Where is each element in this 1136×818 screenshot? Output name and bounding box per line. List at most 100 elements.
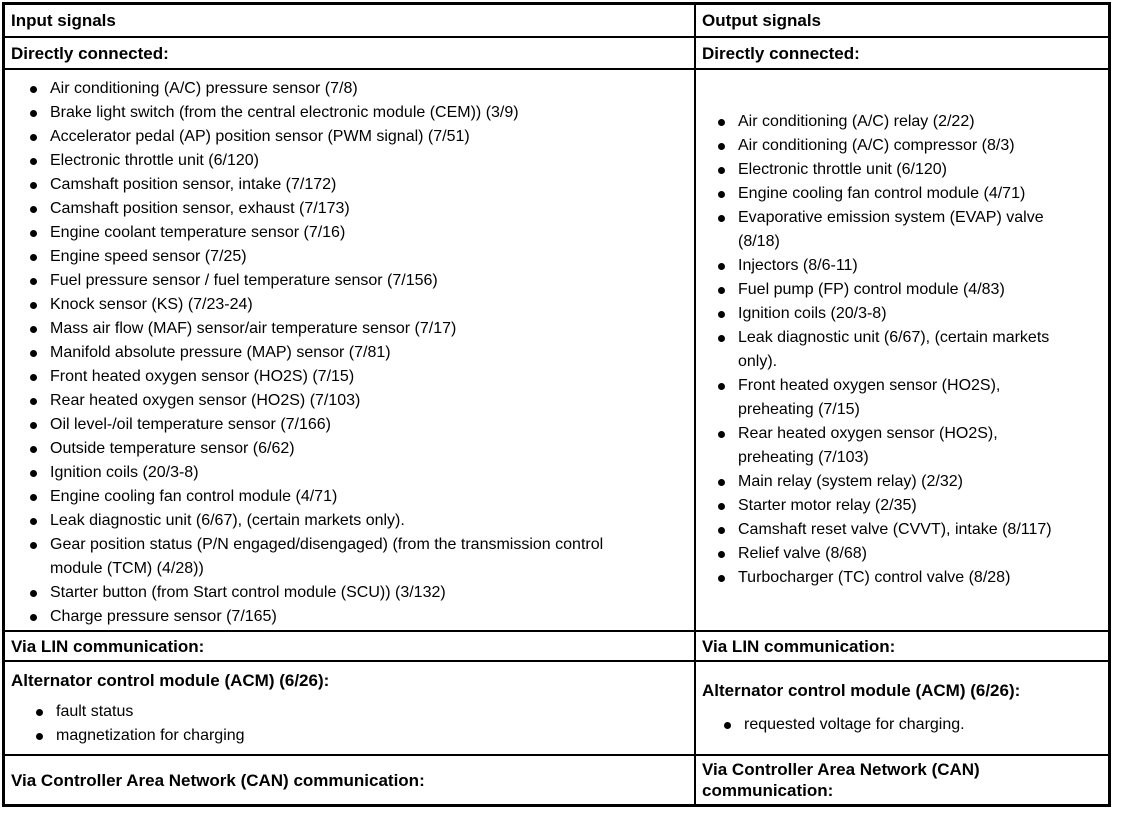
list-item: Injectors (8/6-11) bbox=[718, 254, 1068, 278]
list-item-label: Relief valve (8/68) bbox=[738, 545, 867, 562]
list-item-label: Injectors (8/6-11) bbox=[738, 257, 858, 274]
list-item: Rear heated oxygen sensor (HO2S), prehea… bbox=[718, 422, 1068, 470]
list-item: Camshaft position sensor, exhaust (7/173… bbox=[30, 197, 628, 221]
list-item: Charge pressure sensor (7/165) bbox=[30, 605, 628, 629]
list-item-label: Brake light switch (from the central ele… bbox=[50, 104, 519, 121]
list-item-label: Outside temperature sensor (6/62) bbox=[50, 440, 295, 457]
input-via-lin-cell: Via LIN communication: bbox=[5, 632, 696, 662]
list-item-label: fault status bbox=[56, 703, 134, 720]
list-item-label: Camshaft reset valve (CVVT), intake (8/1… bbox=[738, 521, 1052, 538]
list-item: Starter motor relay (2/35) bbox=[718, 494, 1068, 518]
bullet-icon bbox=[718, 167, 725, 174]
list-item: Ignition coils (20/3-8) bbox=[30, 461, 628, 485]
input-directly-connected-list-cell: Air conditioning (A/C) pressure sensor (… bbox=[5, 70, 696, 632]
list-item: Electronic throttle unit (6/120) bbox=[30, 149, 628, 173]
bullet-icon bbox=[30, 614, 37, 621]
output-directly-connected-list-cell: Air conditioning (A/C) relay (2/22) Air c… bbox=[696, 70, 1108, 632]
list-item: Leak diagnostic unit (6/67), (certain ma… bbox=[30, 509, 628, 533]
bullet-icon bbox=[30, 110, 37, 117]
list-item-label: Evaporative emission system (EVAP) valve… bbox=[738, 209, 1044, 250]
list-item-label: Front heated oxygen sensor (HO2S), prehe… bbox=[738, 377, 1001, 418]
bullet-icon bbox=[718, 479, 725, 486]
list-item: Front heated oxygen sensor (HO2S), prehe… bbox=[718, 374, 1068, 422]
list-item-label: Rear heated oxygen sensor (HO2S) (7/103) bbox=[50, 392, 361, 409]
output-via-lin-cell: Via LIN communication: bbox=[696, 632, 1108, 662]
list-item: Outside temperature sensor (6/62) bbox=[30, 437, 628, 461]
bullet-icon bbox=[30, 446, 37, 453]
list-item: Starter button (from Start control modul… bbox=[30, 581, 628, 605]
list-item: Evaporative emission system (EVAP) valve… bbox=[718, 206, 1068, 254]
output-via-lin-label: Via LIN communication: bbox=[702, 636, 896, 656]
input-signals-header-cell: Input signals bbox=[5, 5, 696, 38]
list-item: Camshaft position sensor, intake (7/172) bbox=[30, 173, 628, 197]
list-item-label: Ignition coils (20/3-8) bbox=[50, 464, 199, 481]
list-item: Brake light switch (from the central ele… bbox=[30, 101, 628, 125]
bullet-icon bbox=[30, 494, 37, 501]
list-item: Accelerator pedal (AP) position sensor (… bbox=[30, 125, 628, 149]
list-item: Air conditioning (A/C) relay (2/22) bbox=[718, 110, 1068, 134]
bullet-icon bbox=[30, 518, 37, 525]
list-item-label: Leak diagnostic unit (6/67), (certain ma… bbox=[738, 329, 1050, 370]
list-item: requested voltage for charging. bbox=[724, 713, 1062, 737]
bullet-icon bbox=[718, 575, 725, 582]
bullet-icon bbox=[30, 254, 37, 261]
bullet-icon bbox=[718, 551, 725, 558]
list-item-label: Accelerator pedal (AP) position sensor (… bbox=[50, 128, 470, 145]
bullet-icon bbox=[718, 527, 725, 534]
output-signals-header: Output signals bbox=[702, 11, 821, 30]
list-item: Leak diagnostic unit (6/67), (certain ma… bbox=[718, 326, 1068, 374]
output-directly-connected-cell: Directly connected: bbox=[696, 38, 1108, 70]
list-item: Engine speed sensor (7/25) bbox=[30, 245, 628, 269]
list-item: Mass air flow (MAF) sensor/air temperatu… bbox=[30, 317, 628, 341]
list-item-label: Engine coolant temperature sensor (7/16) bbox=[50, 224, 346, 241]
list-item-label: Ignition coils (20/3-8) bbox=[738, 305, 887, 322]
input-acm-heading: Alternator control module (ACM) (6/26): bbox=[11, 671, 330, 690]
output-directly-connected-label: Directly connected: bbox=[702, 43, 860, 63]
bullet-icon bbox=[30, 398, 37, 405]
bullet-icon bbox=[36, 733, 43, 740]
input-via-lin-label: Via LIN communication: bbox=[11, 636, 205, 656]
list-item: Main relay (system relay) (2/32) bbox=[718, 470, 1068, 494]
bullet-icon bbox=[718, 335, 725, 342]
output-via-can-cell: Via Controller Area Network (CAN) commun… bbox=[696, 756, 1108, 804]
list-item-label: Leak diagnostic unit (6/67), (certain ma… bbox=[50, 512, 405, 529]
list-item-label: magnetization for charging bbox=[56, 727, 245, 744]
output-acm-cell: Alternator control module (ACM) (6/26): … bbox=[696, 662, 1108, 756]
list-item: Air conditioning (A/C) pressure sensor (… bbox=[30, 77, 628, 101]
bullet-icon bbox=[36, 709, 43, 716]
input-via-can-label: Via Controller Area Network (CAN) commun… bbox=[11, 770, 425, 790]
list-item-label: Charge pressure sensor (7/165) bbox=[50, 608, 277, 625]
bullet-icon bbox=[30, 230, 37, 237]
list-item: Manifold absolute pressure (MAP) sensor … bbox=[30, 341, 628, 365]
list-item: Engine cooling fan control module (4/71) bbox=[30, 485, 628, 509]
list-item-label: Gear position status (P/N engaged/diseng… bbox=[50, 536, 604, 577]
list-item-label: Camshaft position sensor, exhaust (7/173… bbox=[50, 200, 350, 217]
list-item-label: Electronic throttle unit (6/120) bbox=[50, 152, 259, 169]
input-signals-header: Input signals bbox=[11, 11, 116, 30]
bullet-icon bbox=[30, 542, 37, 549]
list-item: Turbocharger (TC) control valve (8/28) bbox=[718, 566, 1068, 590]
list-item-label: Fuel pump (FP) control module (4/83) bbox=[738, 281, 1005, 298]
list-item-label: Starter motor relay (2/35) bbox=[738, 497, 917, 514]
bullet-icon bbox=[718, 191, 725, 198]
bullet-icon bbox=[718, 383, 725, 390]
input-directly-connected-cell: Directly connected: bbox=[5, 38, 696, 70]
bullet-icon bbox=[718, 263, 725, 270]
list-item-label: Starter button (from Start control modul… bbox=[50, 584, 446, 601]
signals-table: Input signals Output signals Directly co… bbox=[2, 2, 1111, 807]
list-item-label: Engine cooling fan control module (4/71) bbox=[738, 185, 1026, 202]
list-item-label: Engine cooling fan control module (4/71) bbox=[50, 488, 338, 505]
list-item-label: Engine speed sensor (7/25) bbox=[50, 248, 247, 265]
bullet-icon bbox=[718, 431, 725, 438]
bullet-icon bbox=[30, 206, 37, 213]
bullet-icon bbox=[30, 302, 37, 309]
list-item-label: Oil level-/oil temperature sensor (7/166… bbox=[50, 416, 332, 433]
list-item: Fuel pump (FP) control module (4/83) bbox=[718, 278, 1068, 302]
list-item: Front heated oxygen sensor (HO2S) (7/15) bbox=[30, 365, 628, 389]
input-acm-cell: Alternator control module (ACM) (6/26): … bbox=[5, 662, 696, 756]
list-item: Engine cooling fan control module (4/71) bbox=[718, 182, 1068, 206]
list-item: Oil level-/oil temperature sensor (7/166… bbox=[30, 413, 628, 437]
bullet-icon bbox=[30, 278, 37, 285]
bullet-icon bbox=[30, 326, 37, 333]
list-item: Engine coolant temperature sensor (7/16) bbox=[30, 221, 628, 245]
